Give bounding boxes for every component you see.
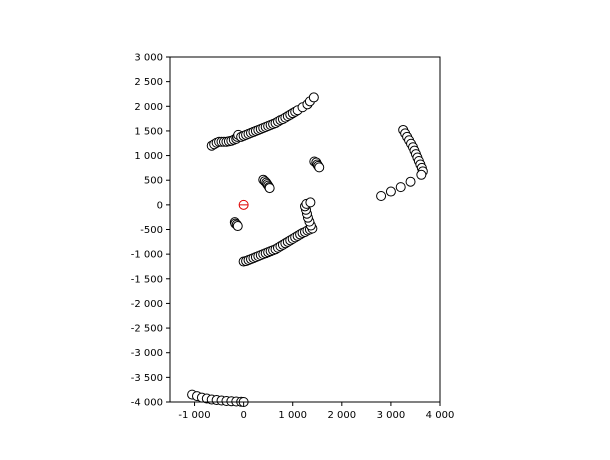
y-tick-label: -1 000 [131,250,163,261]
y-tick-label: 2 500 [134,77,163,88]
y-tick-label: 1 000 [134,151,163,162]
y-tick-label: -4 000 [131,398,163,409]
y-tick-label: 3 000 [134,53,163,64]
y-tick-label: 500 [144,176,163,187]
y-tick-label: -500 [140,225,163,236]
x-tick-label: -1 000 [178,410,210,421]
x-tick-label: 1 000 [278,410,307,421]
y-tick-label: -2 000 [131,299,163,310]
y-tick-label: 2 000 [134,102,163,113]
y-tick-label: 1 500 [134,126,163,137]
data-point [405,176,416,187]
data-point [395,182,406,193]
data-point [264,183,275,194]
data-point [314,162,325,173]
data-point [385,186,396,197]
y-axis: -4 000 -3 500 -3 000 -2 500 -2 000 -1 500 -1 0… [131,53,170,409]
x-tick-label: 4 000 [426,410,455,421]
x-axis: -1 000 0 1 000 2 000 3 000 4 000 [178,402,454,421]
chart-marks [187,92,428,407]
data-point [308,92,319,103]
data-point [376,190,387,201]
x-tick-label: 3 000 [377,410,406,421]
data-point [305,197,316,208]
y-tick-label: -2 500 [131,324,163,335]
y-tick-label: -3 500 [131,373,163,384]
y-tick-label: -3 000 [131,348,163,359]
data-point [416,169,427,180]
y-tick-label: 0 [157,200,163,211]
x-tick-label: 0 [240,410,246,421]
data-point [232,221,243,232]
x-tick-label: 2 000 [327,410,356,421]
y-tick-label: -1 500 [131,274,163,285]
